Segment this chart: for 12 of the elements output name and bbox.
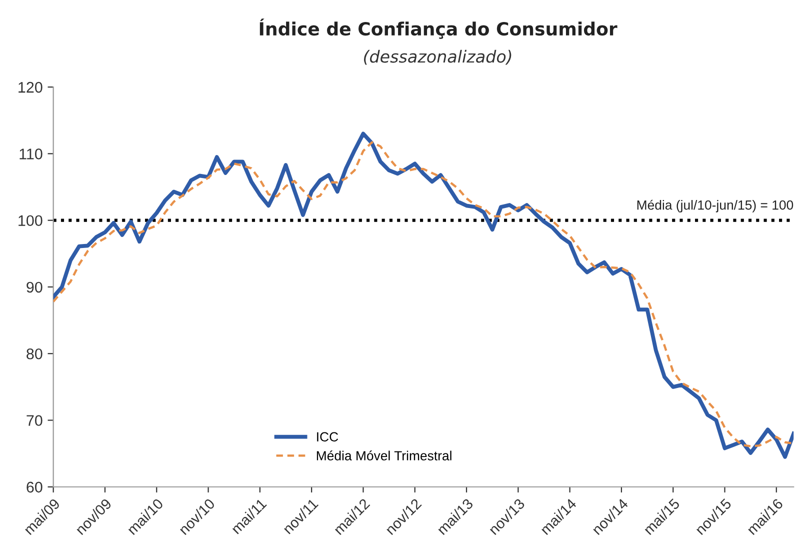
y-tick-label: 60: [26, 482, 42, 493]
legend-label: ICC: [317, 432, 338, 442]
chart-title: Índice de Confiança do Consumidor: [260, 18, 618, 39]
y-tick-label: 80: [26, 348, 42, 360]
ref-line-label: Média (jul/10-jun/15) = 100: [637, 200, 794, 212]
y-tick-label: 110: [20, 148, 42, 160]
legend-label: Média Móvel Trimestral: [316, 450, 452, 460]
y-tick-label: 90: [26, 282, 42, 293]
y-tick-label: 120: [18, 82, 42, 93]
chart-subtitle: (dessazonalizado): [364, 50, 512, 65]
y-tick-label: 70: [26, 415, 42, 426]
y-tick-label: 100: [18, 215, 42, 226]
